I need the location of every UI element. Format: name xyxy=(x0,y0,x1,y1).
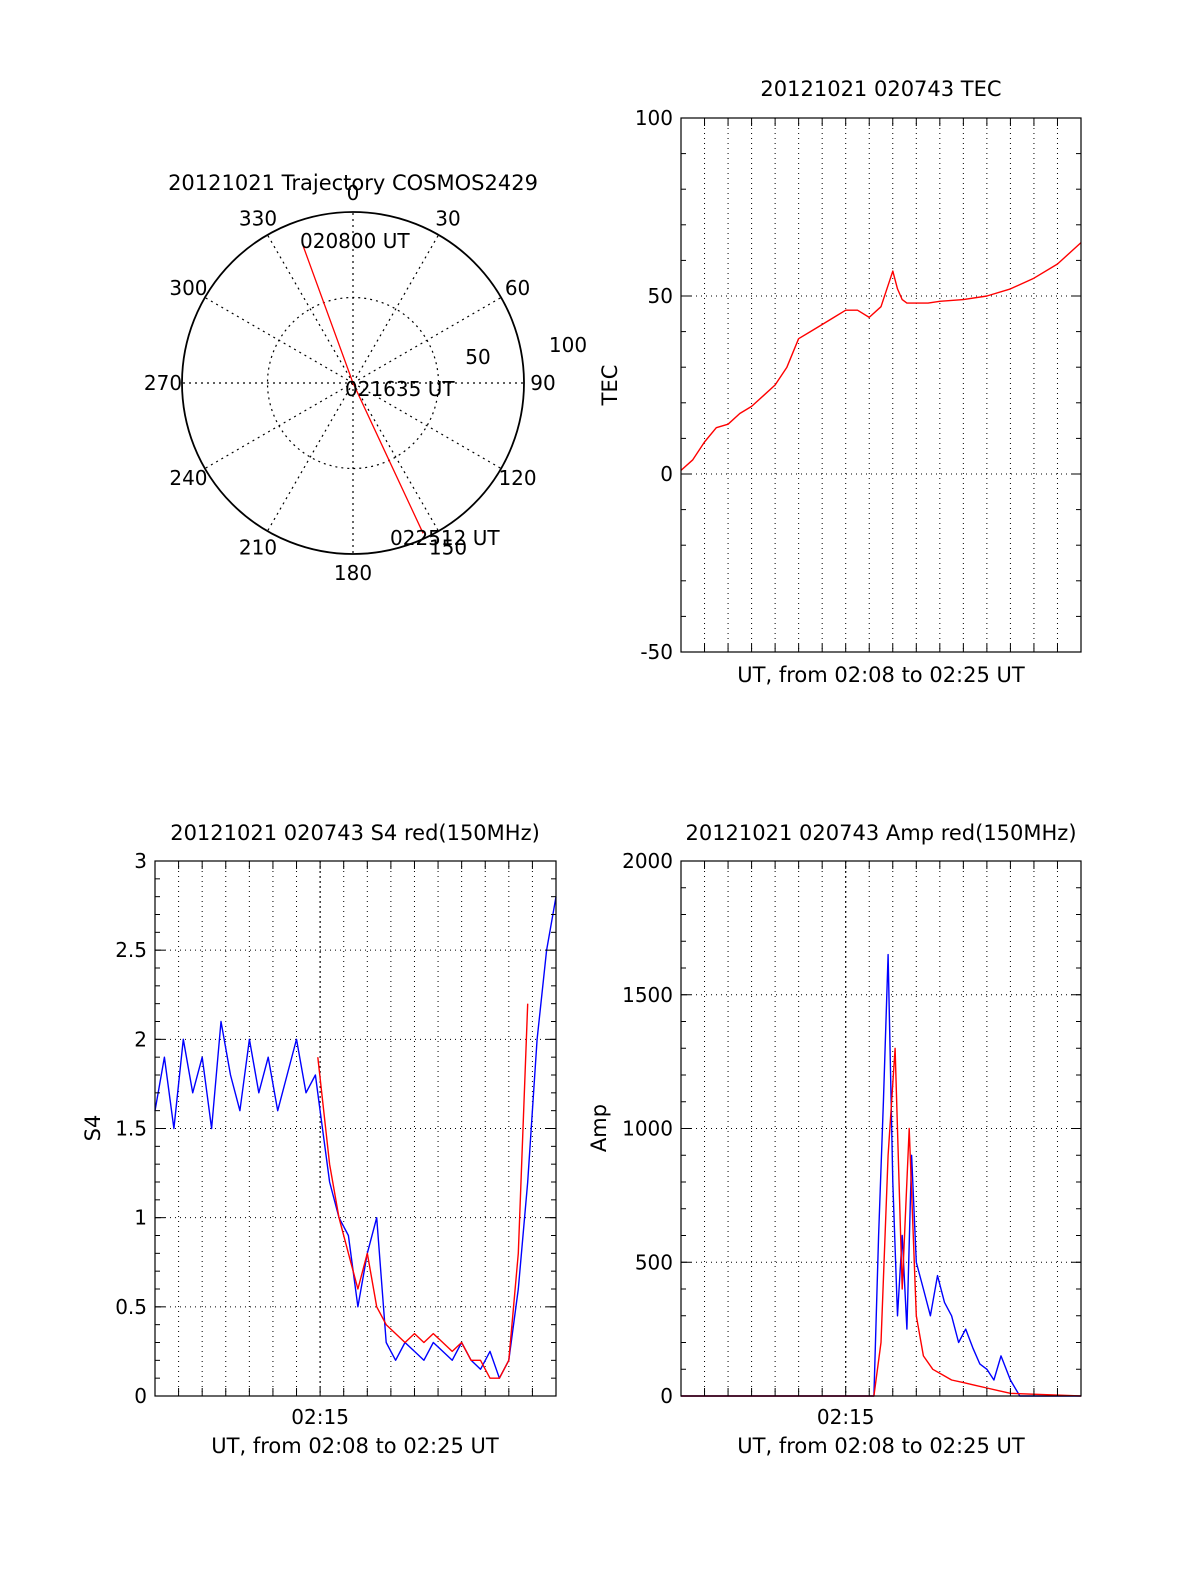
s4-chart: 20121021 020743 S4 red(150MHz) 0 0.5 1 1.5 2… xyxy=(81,821,557,1458)
polar-spoke-120 xyxy=(352,382,502,470)
polar-azimuth-labels: 0 30 60 90 120 150 180 210 240 270 300 330 xyxy=(144,181,556,585)
amp-ticks: 0 500 1000 1500 2000 02:15 xyxy=(622,849,1081,1429)
polar-time-mid-label: 021635 UT xyxy=(345,377,455,401)
polar-az-label-240: 240 xyxy=(169,466,207,490)
ytick-label-3: 1500 xyxy=(622,983,673,1007)
tec-chart: 20121021 020743 TEC -50 0 50 100 UT, from 0… xyxy=(598,77,1082,687)
ytick-label-5: 2.5 xyxy=(115,938,147,962)
polar-radial-label-50: 50 xyxy=(465,345,490,369)
trajectory-polar-plot: 20121021 Trajectory COSMOS2429 0 30 60 90 12… xyxy=(144,171,587,585)
ytick-label-2: 50 xyxy=(648,284,673,308)
polar-az-label-0: 0 xyxy=(347,181,360,205)
polar-spoke-300 xyxy=(204,296,354,384)
ytick-label-4: 2000 xyxy=(622,849,673,873)
s4-title: 20121021 020743 S4 red(150MHz) xyxy=(170,821,540,845)
polar-grid xyxy=(182,212,524,554)
ytick-label-1: 0.5 xyxy=(115,1295,147,1319)
s4-xlabel: UT, from 02:08 to 02:25 UT xyxy=(211,1434,499,1458)
amp-title: 20121021 020743 Amp red(150MHz) xyxy=(685,821,1076,845)
tec-series xyxy=(680,242,1082,471)
polar-spoke-60 xyxy=(352,296,502,384)
xtick-label-0: 02:15 xyxy=(291,1405,349,1429)
polar-az-label-210: 210 xyxy=(239,536,277,560)
polar-outer-circle xyxy=(181,211,525,555)
tec-ylabel: TEC xyxy=(598,365,622,407)
polar-az-label-60: 60 xyxy=(505,276,530,300)
series-line-red xyxy=(317,1003,529,1379)
s4-ticks: 0 0.5 1 1.5 2 2.5 3 02:15 xyxy=(115,849,556,1429)
polar-az-label-180: 180 xyxy=(334,561,372,585)
polar-az-label-330: 330 xyxy=(239,206,277,230)
polar-az-label-30: 30 xyxy=(435,206,460,230)
polar-spoke-30 xyxy=(352,234,440,384)
tec-title: 20121021 020743 TEC xyxy=(760,77,1001,101)
ytick-label-0: -50 xyxy=(640,640,673,664)
s4-grid xyxy=(155,861,556,1396)
amp-chart: 20121021 020743 Amp red(150MHz) 0 500 1000… xyxy=(587,821,1082,1458)
trajectory-track xyxy=(302,246,424,534)
ytick-label-1: 0 xyxy=(660,462,673,486)
amp-series xyxy=(681,953,1082,1397)
polar-az-label-90: 90 xyxy=(530,371,555,395)
polar-time-start-label: 020800 UT xyxy=(300,229,410,253)
series-line-blue xyxy=(681,953,1081,1397)
tec-grid xyxy=(681,118,1081,652)
ytick-label-0: 0 xyxy=(660,1384,673,1408)
polar-az-label-300: 300 xyxy=(169,276,207,300)
polar-spoke-330 xyxy=(266,234,354,384)
s4-series xyxy=(154,896,557,1379)
amp-grid xyxy=(681,861,1081,1396)
polar-spoke-150 xyxy=(352,382,440,532)
ytick-label-4: 2 xyxy=(134,1027,147,1051)
polar-az-label-120: 120 xyxy=(498,466,536,490)
trajectory-line-0 xyxy=(302,246,424,534)
series-line-red xyxy=(680,242,1082,471)
series-line-blue xyxy=(154,896,557,1379)
amp-ylabel: Amp xyxy=(587,1104,611,1152)
tec-ticks: -50 0 50 100 xyxy=(635,106,1081,664)
xtick-label-0: 02:15 xyxy=(817,1405,875,1429)
polar-spoke-240 xyxy=(204,382,354,470)
polar-az-label-150: 150 xyxy=(429,536,467,560)
polar-time-end-label: 022512 UT xyxy=(390,526,500,550)
ytick-label-3: 100 xyxy=(635,106,673,130)
polar-spoke-210 xyxy=(266,382,354,532)
polar-radial-label-100: 100 xyxy=(549,333,587,357)
series-line-red xyxy=(681,1047,1082,1397)
polar-title: 20121021 Trajectory COSMOS2429 xyxy=(168,171,538,195)
s4-ylabel: S4 xyxy=(81,1115,105,1142)
tec-xlabel: UT, from 02:08 to 02:25 UT xyxy=(737,663,1025,687)
ytick-label-2: 1000 xyxy=(622,1117,673,1141)
ytick-label-2: 1 xyxy=(134,1206,147,1230)
ytick-label-6: 3 xyxy=(134,849,147,873)
ytick-label-3: 1.5 xyxy=(115,1117,147,1141)
ytick-label-0: 0 xyxy=(134,1384,147,1408)
tec-plot-frame xyxy=(680,117,1082,653)
amp-xlabel: UT, from 02:08 to 02:25 UT xyxy=(737,1434,1025,1458)
polar-az-label-270: 270 xyxy=(144,371,182,395)
ytick-label-1: 500 xyxy=(635,1250,673,1274)
